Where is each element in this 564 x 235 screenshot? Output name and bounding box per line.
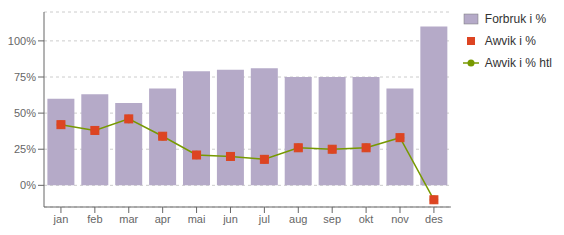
svg-text:mai: mai xyxy=(188,213,206,225)
svg-text:50%: 50% xyxy=(14,107,36,119)
svg-text:des: des xyxy=(425,213,443,225)
svg-text:jan: jan xyxy=(53,213,69,225)
svg-text:sep: sep xyxy=(323,213,341,225)
html-text:Awvik i %: Awvik i % xyxy=(484,34,536,48)
html-text:Forbruk i %: Forbruk i % xyxy=(484,12,547,26)
svg-text:jun: jun xyxy=(222,213,238,225)
svg-text:aug: aug xyxy=(289,213,307,225)
svg-text:100%: 100% xyxy=(8,35,36,47)
svg-text:75%: 75% xyxy=(14,71,36,83)
svg-text:nov: nov xyxy=(391,213,409,225)
svg-text:mar: mar xyxy=(119,213,138,225)
svg-text:apr: apr xyxy=(155,213,171,225)
svg-text:feb: feb xyxy=(87,213,102,225)
svg-text:okt: okt xyxy=(359,213,374,225)
svg-text:0%: 0% xyxy=(20,179,36,191)
html-text:Awvik i % htl: Awvik i % htl xyxy=(484,56,552,70)
svg-text:jul: jul xyxy=(258,213,270,225)
svg-text:25%: 25% xyxy=(14,143,36,155)
